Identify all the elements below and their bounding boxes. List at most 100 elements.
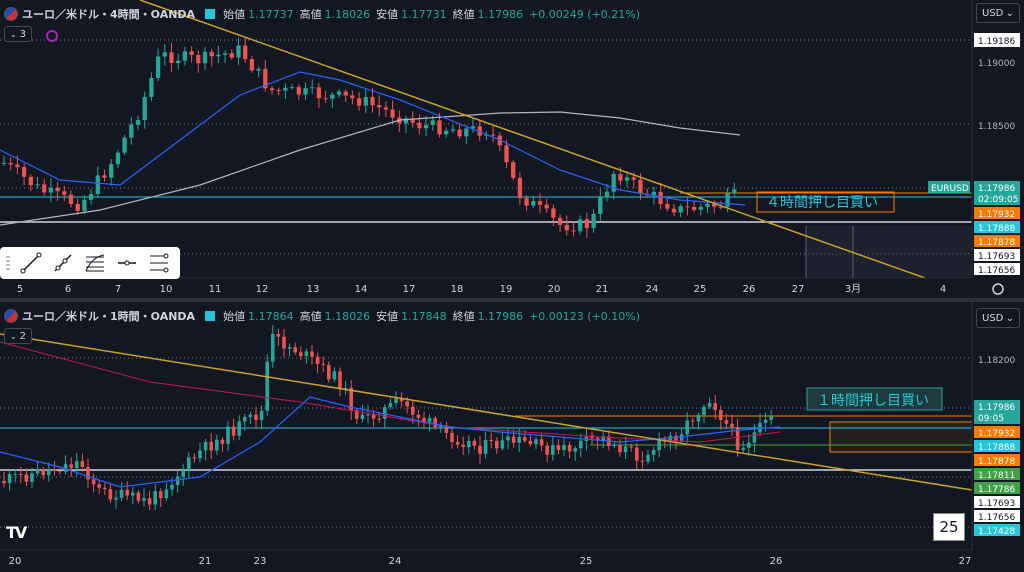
candle-1h-candle xyxy=(567,445,572,452)
chevron-down-icon: ⌄ xyxy=(1005,7,1014,19)
candle-1h-candle xyxy=(220,439,225,444)
time-label: 18 xyxy=(451,284,464,295)
candle-1h-candle xyxy=(91,479,96,485)
price-badge-text: 1.17932 xyxy=(978,210,1015,220)
candle-1h-candle xyxy=(19,473,23,475)
indicator-toggle-button[interactable]: ⌄ 3 xyxy=(4,26,32,42)
indicator-toggle-button[interactable]: ⌄ 2 xyxy=(4,328,32,344)
time-label: 10 xyxy=(160,284,173,295)
pane-divider[interactable] xyxy=(0,298,1024,302)
eur-usd-flag-icon xyxy=(4,309,18,323)
candle-4h-candle xyxy=(8,162,13,165)
candle-4h-candle xyxy=(229,53,234,58)
time-label: 5 xyxy=(17,284,23,295)
candle-4h-candle xyxy=(571,230,576,232)
close-value: 1.17986 xyxy=(477,309,524,323)
candle-4h-candle xyxy=(698,206,703,210)
low-label: 安値 xyxy=(376,8,399,21)
candle-4h-candle xyxy=(122,137,127,153)
symbol-title[interactable]: ユーロ／米ドル・4時間・OANDA xyxy=(22,8,196,21)
candle-1h-candle xyxy=(444,425,449,433)
candle-4h-candle xyxy=(169,52,174,63)
candle-1h-candle xyxy=(506,436,510,441)
candle-1h-candle xyxy=(181,470,185,477)
candle-1h-candle xyxy=(159,491,163,499)
price-axis-label: 1.18500 xyxy=(978,122,1015,132)
chart-pane-4h[interactable]: ４時間押し目買い 5 6 7 10 11 12 13 14 17 18 19 20 21 24 25 26 27 3… xyxy=(0,0,1024,298)
chart-canvas-4h[interactable]: ４時間押し目買い 5 6 7 10 11 12 13 14 17 18 19 20 21 24 25 26 27 3… xyxy=(0,0,1024,298)
price-badge-text: 1.17986 xyxy=(978,184,1015,194)
time-label: 25 xyxy=(580,556,593,567)
candle-1h-candle xyxy=(310,351,314,357)
price-badge-text: 1.17878 xyxy=(978,238,1015,248)
candle-1h-candle xyxy=(399,398,404,402)
fib-icon[interactable] xyxy=(84,251,107,275)
price-badge-text: 1.17888 xyxy=(978,224,1015,234)
time-label: 12 xyxy=(256,284,269,295)
currency-label: USD xyxy=(982,7,1004,19)
candle-1h-candle xyxy=(427,418,432,422)
ma-slow-line xyxy=(0,111,741,226)
candle-4h-candle xyxy=(678,206,683,213)
high-label: 高値 xyxy=(299,310,322,323)
candle-4h-candle xyxy=(55,187,60,192)
price-badge-bg xyxy=(974,221,1020,233)
currency-select[interactable]: USD ⌄ xyxy=(976,308,1020,328)
annotation-box xyxy=(756,191,895,213)
candle-4h-candle xyxy=(691,206,697,210)
candle-1h-candle xyxy=(562,445,566,450)
drag-handle-icon[interactable] xyxy=(6,256,10,270)
candle-1h-candle xyxy=(103,487,107,490)
candle-4h-candle xyxy=(725,193,730,207)
candle-4h-candle xyxy=(75,204,80,211)
candle-4h-candle xyxy=(544,204,549,209)
candle-4h-candle xyxy=(638,179,643,194)
candle-4h-candle xyxy=(243,45,248,60)
candle-4h-candle xyxy=(176,60,181,63)
candle-1h-candle xyxy=(635,447,639,461)
candle-1h-candle xyxy=(293,347,297,353)
trendline-icon[interactable] xyxy=(20,251,43,275)
currency-select[interactable]: USD ⌄ xyxy=(976,3,1020,23)
low-label: 安値 xyxy=(376,310,399,323)
candle-1h-candle xyxy=(618,444,622,453)
price-badge-text: 1.17878 xyxy=(978,457,1015,467)
chart-pane-1h[interactable]: １時間押し目買い 20 21 23 24 25 26 27 1.18200 1.17986 09:0… xyxy=(0,302,1024,572)
chevron-down-icon: ⌄ xyxy=(1005,312,1014,324)
candle-4h-candle xyxy=(363,97,368,106)
change-value: +0.00123 (+0.10%) xyxy=(529,309,641,323)
time-label: 20 xyxy=(9,556,22,567)
price-badge-text: 1.17693 xyxy=(978,499,1015,509)
parallel-channel-icon[interactable] xyxy=(148,251,171,275)
candle-1h-candle xyxy=(461,444,465,448)
symbol-badge-bg xyxy=(928,181,970,193)
open-label: 始値 xyxy=(223,310,246,323)
candle-4h-candle xyxy=(202,51,208,64)
market-status-icon xyxy=(205,311,216,321)
candle-4h-candle xyxy=(35,184,40,186)
candle-1h-candle xyxy=(153,491,157,505)
candle-1h-candle xyxy=(646,454,650,462)
ray-icon[interactable] xyxy=(52,251,75,275)
horizontal-line-icon[interactable] xyxy=(116,251,139,275)
candle-1h-candle xyxy=(640,460,645,462)
candle-1h-candle xyxy=(495,440,499,449)
candle-1h-candle xyxy=(383,407,387,419)
candle-4h-candle xyxy=(410,118,415,123)
candle-4h-candle xyxy=(403,118,409,124)
candle-4h-candle xyxy=(82,199,87,211)
candle-1h-candle xyxy=(349,387,353,411)
candle-4h-candle xyxy=(109,164,114,178)
candle-4h-candle xyxy=(477,126,482,136)
candle-1h-candle xyxy=(713,403,717,411)
downtrend-line xyxy=(139,0,926,279)
candle-1h-candle xyxy=(741,447,745,450)
candle-1h-candle xyxy=(517,436,521,443)
candle-1h-candle xyxy=(405,401,409,407)
time-label: 24 xyxy=(646,284,659,295)
candle-1h-candle xyxy=(35,469,40,474)
candle-1h-candle xyxy=(52,468,57,471)
symbol-title[interactable]: ユーロ／米ドル・1時間・OANDA xyxy=(22,310,196,323)
candle-1h-candle xyxy=(411,406,415,415)
